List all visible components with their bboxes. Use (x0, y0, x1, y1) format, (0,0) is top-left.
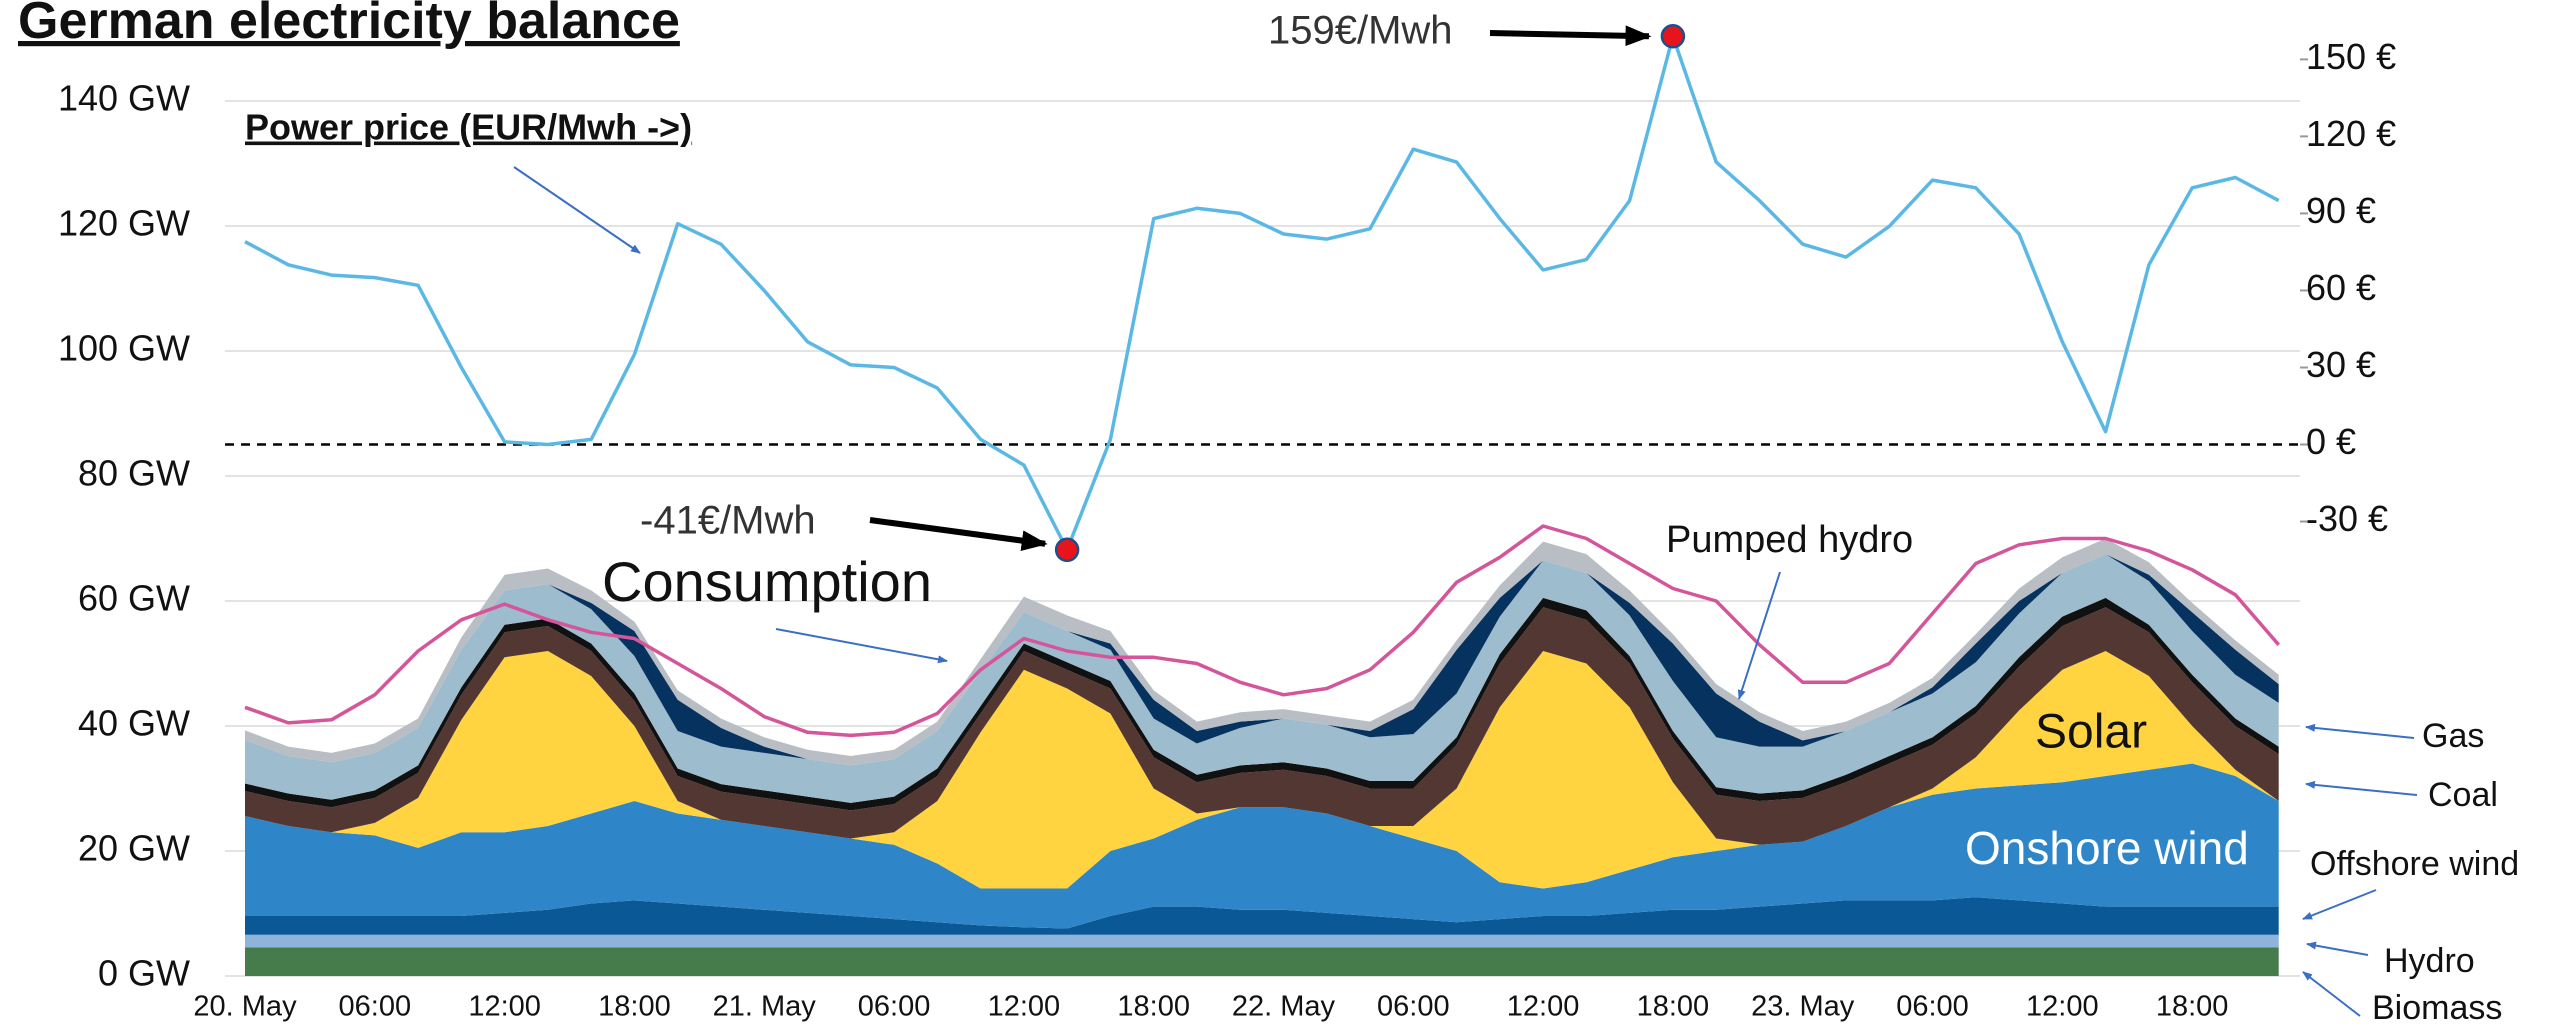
series-label: Power price (EUR/Mwh ->) (245, 107, 692, 148)
series-label: Biomass (2372, 989, 2502, 1027)
line (244, 34, 2280, 552)
area (245, 947, 2279, 976)
arrow (513, 166, 641, 254)
arrow (1737, 571, 1781, 700)
price-point (1054, 537, 1080, 563)
x-tick-label: 18:00 (2156, 991, 2229, 1023)
arrow (2305, 780, 2418, 796)
data-label: 159€/Mwh (1268, 9, 1453, 53)
x-tick-label: 20. May (193, 991, 297, 1023)
label-arrow (1489, 25, 1652, 47)
area (245, 651, 2279, 889)
y2-tick-label: 150 € (2306, 36, 2396, 77)
x-tick-label: 06:00 (339, 991, 412, 1023)
x-tick-label: 21. May (713, 991, 817, 1023)
x-tick-label: 18:00 (1117, 991, 1190, 1023)
x-tick-label: 22. May (1232, 991, 1336, 1023)
area (245, 934, 2279, 948)
area (245, 538, 2279, 766)
x-tick-label: 12:00 (1507, 991, 1580, 1023)
y-tick-label: 0 GW (98, 953, 190, 994)
y2-tick-label: 120 € (2306, 113, 2396, 154)
x-tick-label: 06:00 (858, 991, 931, 1023)
y-tick-label: 100 GW (58, 328, 190, 369)
arrow (2306, 941, 2369, 956)
label-arrow (869, 517, 1048, 551)
x-tick-label: 06:00 (1377, 991, 1450, 1023)
arrow (775, 628, 948, 664)
area (245, 607, 2279, 845)
area (245, 554, 2279, 766)
y-tick-label: 120 GW (58, 203, 190, 244)
series-label: Coal (2428, 776, 2498, 814)
series-label: Onshore wind (1965, 822, 2249, 874)
series-label: Pumped hydro (1666, 519, 1913, 561)
x-tick-label: 18:00 (598, 991, 671, 1023)
y-tick-label: 60 GW (78, 578, 190, 619)
y2-tick-label: -30 € (2306, 498, 2388, 539)
x-tick-label: 12:00 (468, 991, 541, 1023)
x-tick-label: 18:00 (1637, 991, 1710, 1023)
area (245, 763, 2279, 929)
chart-title: German electricity balance (18, 0, 680, 50)
area (245, 897, 2279, 935)
areas (245, 538, 2279, 976)
y2-tick-label: 60 € (2306, 267, 2376, 308)
series-label: Offshore wind (2310, 845, 2519, 883)
y-tick-label: 80 GW (78, 453, 190, 494)
series-label: Consumption (602, 550, 932, 613)
annotation-arrows (513, 166, 2418, 1017)
arrow (2305, 723, 2415, 739)
y2-tick-label: 0 € (2306, 421, 2356, 462)
y2-tick-label: 90 € (2306, 190, 2376, 231)
y-tick-label: 40 GW (78, 703, 190, 744)
y-tick-label: 20 GW (78, 828, 190, 869)
arrow (2302, 971, 2361, 1017)
area (245, 597, 2279, 811)
y2-tick-label: 30 € (2306, 344, 2376, 385)
arrow (2302, 889, 2377, 920)
price-point (1660, 24, 1686, 49)
x-tick-label: 23. May (1751, 991, 1855, 1023)
area (245, 554, 2279, 803)
series-label: Gas (2422, 717, 2484, 755)
x-tick-label: 06:00 (1896, 991, 1969, 1023)
x-tick-label: 12:00 (988, 991, 1061, 1023)
x-tick-label: 12:00 (2026, 991, 2099, 1023)
data-label: -41€/Mwh (640, 499, 816, 543)
y-tick-label: 140 GW (58, 78, 190, 119)
series-label: Hydro (2384, 942, 2475, 980)
line (244, 524, 2281, 738)
series-label: Solar (2035, 706, 2147, 759)
